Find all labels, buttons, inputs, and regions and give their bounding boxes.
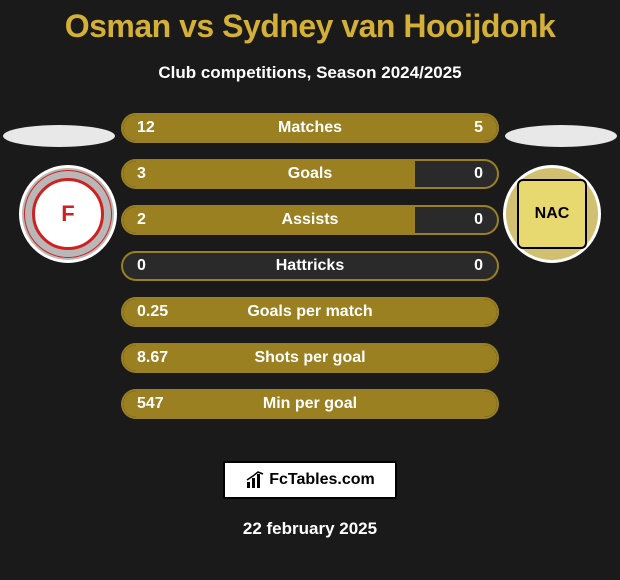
stat-row: 2Assists0: [121, 205, 499, 235]
stat-row: 0.25Goals per match: [121, 297, 499, 327]
stat-label: Hattricks: [123, 257, 497, 275]
site-logo: FcTables.com: [223, 461, 397, 499]
stat-value-right: 0: [474, 211, 483, 229]
shadow-oval-right: [505, 125, 617, 147]
logo-text: FcTables.com: [269, 471, 375, 489]
stat-label: Assists: [123, 211, 497, 229]
stat-label: Matches: [123, 119, 497, 137]
team-crest-left: F: [19, 165, 117, 263]
stat-label: Goals: [123, 165, 497, 183]
stat-row: 0Hattricks0: [121, 251, 499, 281]
stat-row: 12Matches5: [121, 113, 499, 143]
stat-label: Shots per goal: [123, 349, 497, 367]
stat-row: 8.67Shots per goal: [121, 343, 499, 373]
stat-label: Min per goal: [123, 395, 497, 413]
stat-row: 3Goals0: [121, 159, 499, 189]
crest-left-initial: F: [32, 178, 104, 250]
stat-value-right: 0: [474, 257, 483, 275]
stat-value-right: 5: [474, 119, 483, 137]
stat-label: Goals per match: [123, 303, 497, 321]
comparison-area: F NAC 12Matches53Goals02Assists00Hattric…: [0, 113, 620, 443]
stats-list: 12Matches53Goals02Assists00Hattricks00.2…: [121, 113, 499, 435]
stat-row: 547Min per goal: [121, 389, 499, 419]
team-crest-right: NAC: [503, 165, 601, 263]
chart-icon: [245, 470, 265, 490]
stat-value-right: 0: [474, 165, 483, 183]
subtitle: Club competitions, Season 2024/2025: [0, 63, 620, 83]
crest-right-label: NAC: [517, 179, 587, 249]
shadow-oval-left: [3, 125, 115, 147]
page-title: Osman vs Sydney van Hooijdonk: [0, 0, 620, 45]
date-text: 22 february 2025: [0, 519, 620, 539]
